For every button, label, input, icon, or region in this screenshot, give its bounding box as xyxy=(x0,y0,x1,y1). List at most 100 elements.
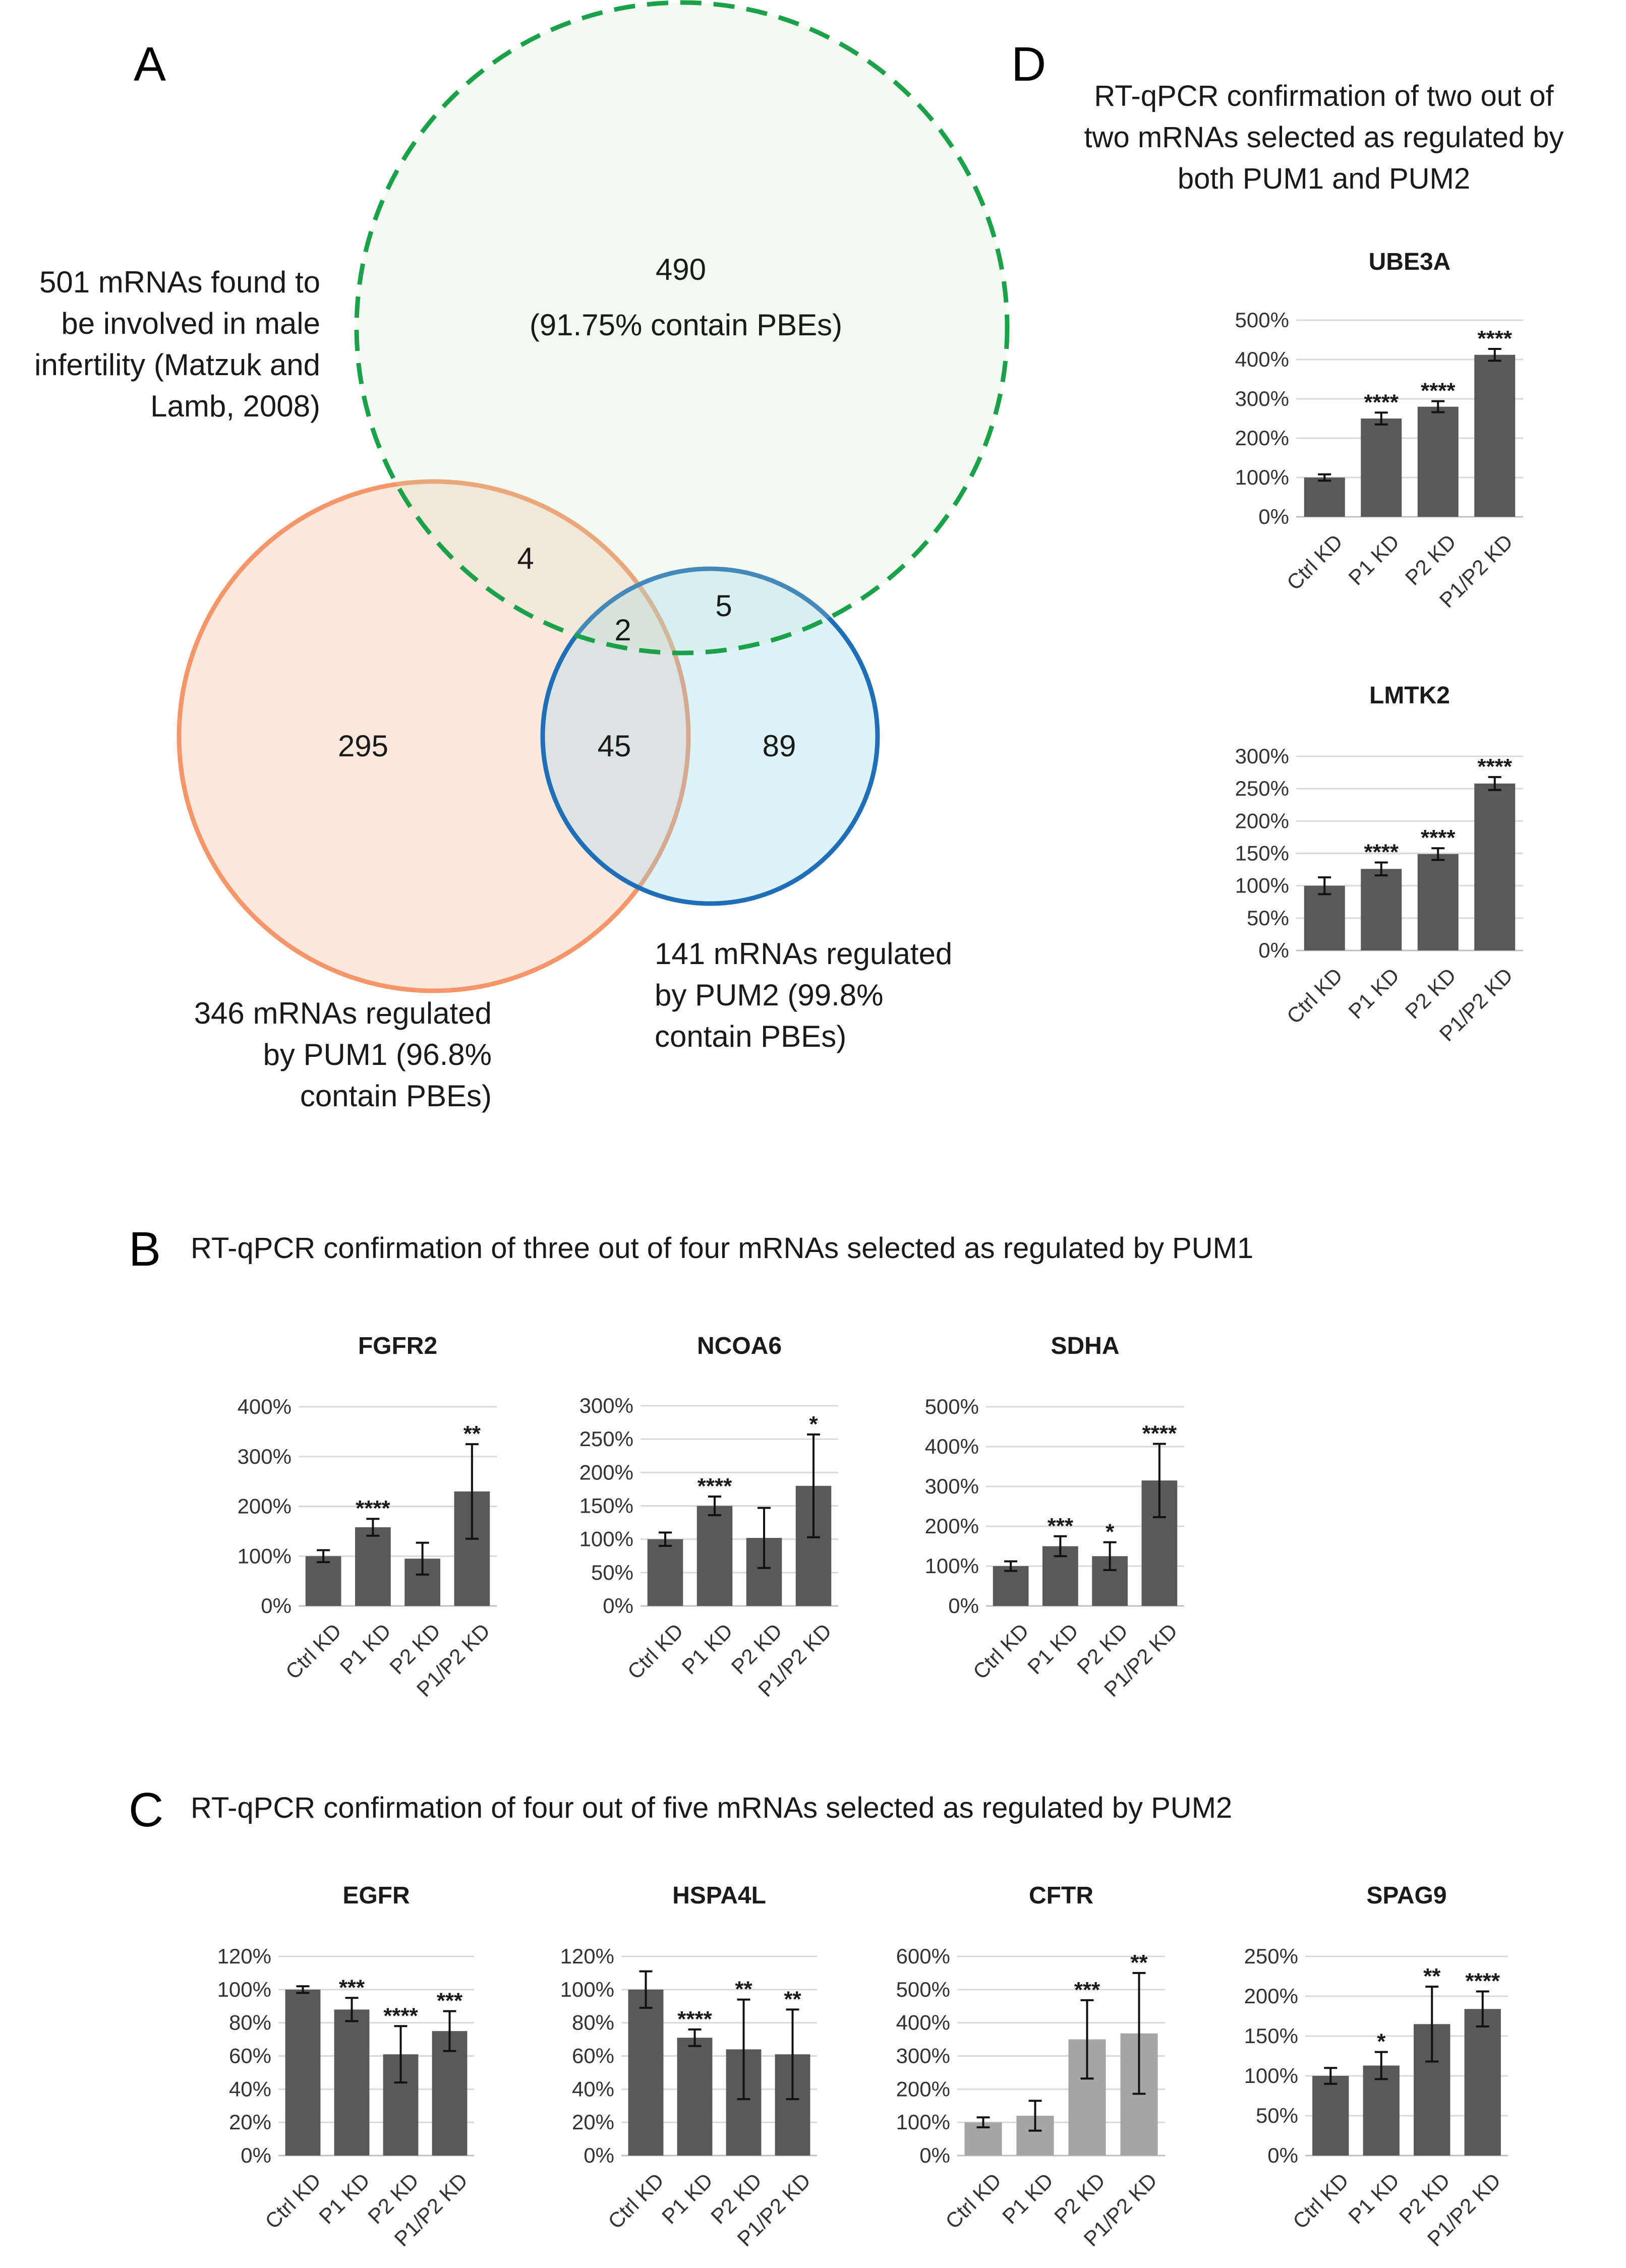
x-tick-label: Ctrl KD xyxy=(1282,963,1347,1028)
significance-label: **** xyxy=(1364,390,1399,414)
y-tick-label: 400% xyxy=(896,2011,950,2035)
y-tick-label: 200% xyxy=(1235,426,1289,450)
bar xyxy=(1474,354,1516,517)
chart-title: SPAG9 xyxy=(1366,1882,1446,1909)
significance-label: ** xyxy=(1130,1950,1148,1975)
y-tick-label: 150% xyxy=(579,1494,633,1518)
y-tick-label: 40% xyxy=(229,2077,271,2101)
fertility-label-line: 501 mRNAs found to xyxy=(39,265,320,299)
bar xyxy=(628,1989,664,2156)
x-tick-label: Ctrl KD xyxy=(941,2168,1006,2233)
panel-c-title: RT-qPCR confirmation of four out of five… xyxy=(191,1792,1232,1824)
significance-label: * xyxy=(1377,2030,1386,2054)
y-tick-label: 0% xyxy=(584,2143,614,2167)
x-tick-label: P1 KD xyxy=(1344,2168,1404,2228)
x-tick-label: Ctrl KD xyxy=(1282,529,1347,594)
significance-label: **** xyxy=(1364,840,1399,864)
chart-title: LMTK2 xyxy=(1369,682,1450,709)
chart-ube3a: UBE3A 0% 100% 200% 300% 400% 500% Ctrl KD **** P1… xyxy=(1235,249,1523,612)
fertility-label-line: be involved in male xyxy=(61,307,320,340)
venn-diagram xyxy=(177,0,1010,993)
x-tick-label: P1 KD xyxy=(314,2168,374,2228)
panel-a-label: A xyxy=(134,37,166,91)
y-tick-label: 120% xyxy=(560,1944,614,1968)
significance-label: ** xyxy=(784,1987,801,2011)
y-tick-label: 400% xyxy=(925,1435,979,1458)
y-tick-label: 600% xyxy=(896,1944,950,1968)
bar xyxy=(355,1527,391,1606)
bar xyxy=(1464,2009,1501,2156)
significance-label: * xyxy=(809,1412,818,1437)
x-tick-label: P1 KD xyxy=(1344,963,1404,1023)
y-tick-label: 100% xyxy=(560,1978,614,2001)
y-tick-label: 300% xyxy=(1235,744,1289,768)
venn-all-three-count: 2 xyxy=(614,613,631,647)
bar xyxy=(334,2009,370,2156)
x-tick-label: Ctrl KD xyxy=(1288,2168,1353,2233)
bar xyxy=(1417,854,1459,950)
x-tick-label: Ctrl KD xyxy=(260,2168,325,2233)
y-tick-label: 150% xyxy=(1235,842,1289,865)
y-tick-label: 200% xyxy=(896,2077,950,2101)
x-tick-label: P1 KD xyxy=(657,2168,717,2228)
chart-egfr: EGFR 0% 20% 40% 60% 80% 100% 120% Ctrl KD *** P1 K… xyxy=(217,1882,474,2251)
y-tick-label: 250% xyxy=(579,1427,633,1451)
y-tick-label: 60% xyxy=(572,2044,614,2068)
significance-label: **** xyxy=(1466,1969,1500,1994)
y-tick-label: 100% xyxy=(1235,465,1289,489)
bar xyxy=(305,1556,341,1606)
chart-title: CFTR xyxy=(1029,1882,1093,1909)
y-tick-label: 20% xyxy=(229,2110,271,2134)
bar xyxy=(1363,2065,1400,2156)
y-tick-label: 80% xyxy=(229,2011,271,2035)
pum2-label-line: contain PBEs) xyxy=(655,1020,846,1053)
chart-title: NCOA6 xyxy=(697,1333,782,1359)
y-tick-label: 0% xyxy=(603,1594,633,1618)
pum2-set-label: 141 mRNAs regulated by PUM2 (99.8% conta… xyxy=(655,937,952,1053)
chart-lmtk2: LMTK2 0% 50% 100% 150% 200% 250% 300% Ctrl KD ***… xyxy=(1235,682,1523,1046)
x-tick-label: Ctrl KD xyxy=(281,1619,346,1684)
y-tick-label: 500% xyxy=(1235,308,1289,332)
y-tick-label: 100% xyxy=(1235,874,1289,898)
significance-label: ** xyxy=(463,1421,481,1446)
y-tick-label: 250% xyxy=(1244,1944,1298,1968)
y-tick-label: 300% xyxy=(238,1445,292,1468)
y-tick-label: 20% xyxy=(572,2110,614,2134)
panel-c-label: C xyxy=(129,1783,163,1837)
significance-label: *** xyxy=(339,1975,365,2000)
panel-d-title-line: both PUM1 and PUM2 xyxy=(1178,162,1470,195)
significance-label: *** xyxy=(437,1989,463,2013)
pum2-label-line: by PUM2 (99.8% xyxy=(655,978,884,1012)
panel-d-title-line: two mRNAs selected as regulated by xyxy=(1084,121,1564,154)
bar xyxy=(677,2038,713,2156)
y-tick-label: 500% xyxy=(925,1395,979,1418)
y-tick-label: 200% xyxy=(925,1514,979,1538)
bar xyxy=(1361,419,1402,517)
y-tick-label: 0% xyxy=(948,1594,979,1618)
y-tick-label: 300% xyxy=(896,2044,950,2068)
bar xyxy=(1304,885,1345,950)
venn-pum1-pum2-count: 45 xyxy=(598,729,631,763)
significance-label: **** xyxy=(1478,326,1513,351)
y-tick-label: 200% xyxy=(238,1495,292,1518)
y-tick-label: 80% xyxy=(572,2011,614,2035)
x-tick-label: P1 KD xyxy=(335,1619,395,1679)
x-tick-label: P1 KD xyxy=(998,2168,1058,2228)
fertility-label-line: infertility (Matzuk and xyxy=(34,348,320,382)
y-tick-label: 400% xyxy=(238,1395,292,1418)
significance-label: * xyxy=(1106,1520,1115,1544)
significance-label: ** xyxy=(735,1977,752,2002)
significance-label: *** xyxy=(1048,1514,1074,1538)
venn-fertility-pum1-count: 4 xyxy=(517,542,534,575)
bar xyxy=(1474,783,1516,950)
y-tick-label: 200% xyxy=(1244,1984,1298,2008)
venn-pum2-only-count: 89 xyxy=(763,729,796,763)
y-tick-label: 300% xyxy=(579,1394,633,1417)
y-tick-label: 0% xyxy=(1267,2143,1298,2167)
significance-label: **** xyxy=(383,2003,418,2028)
y-tick-label: 100% xyxy=(1244,2064,1298,2087)
y-tick-label: 500% xyxy=(896,1978,950,2001)
